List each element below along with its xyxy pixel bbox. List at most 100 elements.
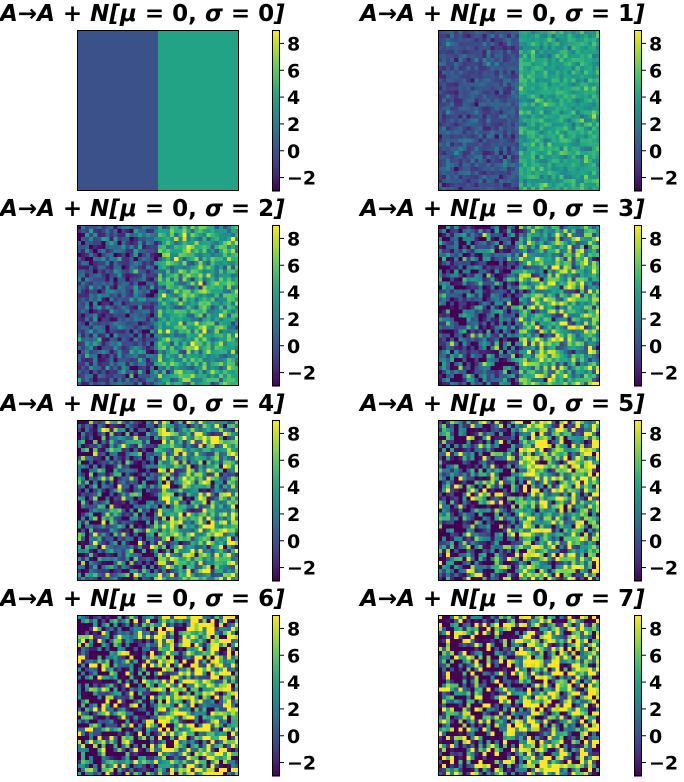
heatmap-cell [466,131,471,136]
heatmap-cell [592,175,597,180]
heatmap-cell [588,155,593,160]
heatmap-cell [531,50,536,55]
heatmap-cell [105,159,110,164]
heatmap-cell [150,143,155,148]
heatmap-cell [511,131,516,136]
heatmap-cell [572,94,577,99]
heatmap-cell [231,42,236,47]
heatmap-cell [519,143,524,148]
heatmap-cell [491,58,496,63]
heatmap-cell [109,70,114,75]
heatmap-cell [105,123,110,128]
heatmap-cell [592,127,597,132]
heatmap-cell [231,257,236,262]
heatmap-cell [555,70,560,75]
heatmap-cell [466,111,471,116]
heatmap-cell [178,46,183,51]
heatmap-cell [138,378,143,383]
heatmap-cell [450,143,455,148]
heatmap-cell [446,151,451,156]
heatmap-cell [138,131,143,136]
heatmap-cell [154,115,159,120]
heatmap-cell [588,111,593,116]
heatmap-cell [138,50,143,55]
heatmap-cell [219,354,224,359]
heatmap-cell [479,62,484,67]
heatmap-cell [105,362,110,367]
heatmap-cell [142,281,147,286]
heatmap-cell [190,82,195,87]
heatmap-cell [523,66,528,71]
heatmap-cell [568,42,573,47]
heatmap-cell [150,245,155,250]
heatmap-cell [182,354,187,359]
heatmap-cell [547,90,552,95]
heatmap-cell [227,46,232,51]
heatmap-cell [223,314,228,319]
heatmap-cell [227,378,232,383]
heatmap-cell [138,127,143,132]
heatmap-cell [190,350,195,355]
heatmap-cell [479,151,484,156]
heatmap-cell [158,171,163,176]
heatmap-cell [219,257,224,262]
heatmap-cell [487,74,492,79]
heatmap-cell [458,98,463,103]
heatmap-cell [215,135,220,140]
heatmap-cell [539,94,544,99]
heatmap-cell [170,123,175,128]
heatmap-cell [178,171,183,176]
heatmap-cell [207,241,212,246]
heatmap-cell [186,265,191,270]
heatmap-cell [462,139,467,144]
heatmap-cell [523,62,528,67]
heatmap-cell [531,111,536,116]
heatmap-cell [158,326,163,331]
heatmap-cell [138,111,143,116]
heatmap-cell [568,135,573,140]
heatmap-cell [576,131,581,136]
heatmap-cell [154,249,159,254]
heatmap-cell [154,350,159,355]
heatmap-cell [555,183,560,188]
heatmap-cell [442,94,447,99]
heatmap-cell [458,78,463,83]
heatmap-cell [495,86,500,91]
heatmap-cell [174,358,179,363]
heatmap-cell [170,58,175,63]
heatmap-cell [219,245,224,250]
heatmap-cell [97,358,102,363]
heatmap-cell [194,253,199,258]
heatmap-cell [483,98,488,103]
heatmap-cell [134,167,139,172]
heatmap-cell [97,245,102,250]
heatmap-cell [227,285,232,290]
heatmap-cell [142,261,147,266]
heatmap-cell [89,183,94,188]
heatmap-cell [146,378,151,383]
heatmap-cell [462,58,467,63]
heatmap-cell [138,350,143,355]
heatmap-cell [450,54,455,59]
heatmap-cell [588,135,593,140]
heatmap-cell [85,54,90,59]
heatmap-cell [458,159,463,164]
heatmap-cell [527,90,532,95]
heatmap-cell [572,163,577,168]
heatmap-cell [580,42,585,47]
heatmap-cell [122,301,127,306]
heatmap-cell [223,66,228,71]
heatmap-cell [166,78,171,83]
heatmap-cell [450,74,455,79]
heatmap-cell [527,106,532,111]
heatmap-cell [227,62,232,67]
heatmap-cell [466,183,471,188]
heatmap-cell [138,34,143,39]
heatmap-cell [547,123,552,128]
heatmap-cell [219,374,224,379]
heatmap-cell [138,306,143,311]
heatmap-cell [118,155,123,160]
heatmap-cell [186,159,191,164]
heatmap-cell [227,179,232,184]
heatmap-cell [479,66,484,71]
